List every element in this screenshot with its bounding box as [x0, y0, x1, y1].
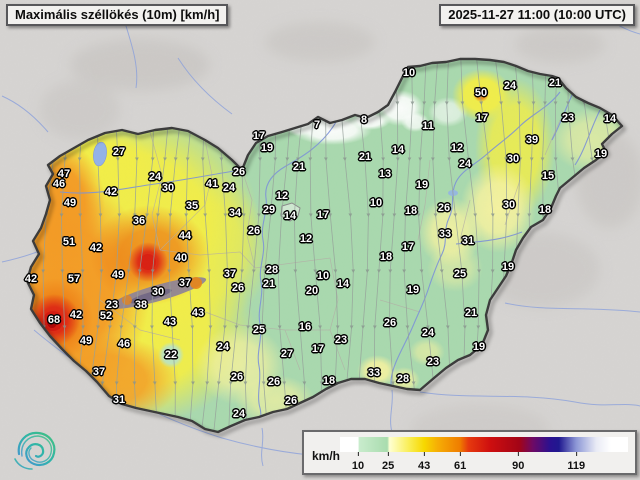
legend-tick: 61: [454, 452, 466, 474]
legend-tick: 43: [418, 452, 430, 474]
legend-ticks: 10 25 43 61 90 119: [340, 452, 628, 472]
legend-tick: 119: [567, 452, 585, 474]
legend-color-bar: [340, 437, 628, 452]
legend-tick: 10: [352, 452, 364, 474]
hungaromet-spiral-logo: [14, 431, 56, 470]
map-title: Maximális széllökés (10m) [km/h]: [6, 4, 229, 26]
map-datetime: 2025-11-27 11:00 (10:00 UTC): [439, 4, 635, 26]
legend-tick: 90: [512, 452, 524, 474]
legend-tick: 25: [382, 452, 394, 474]
color-legend: km/h 10 25 43 61 90 119: [302, 430, 637, 475]
legend-unit-label: km/h: [312, 449, 341, 463]
